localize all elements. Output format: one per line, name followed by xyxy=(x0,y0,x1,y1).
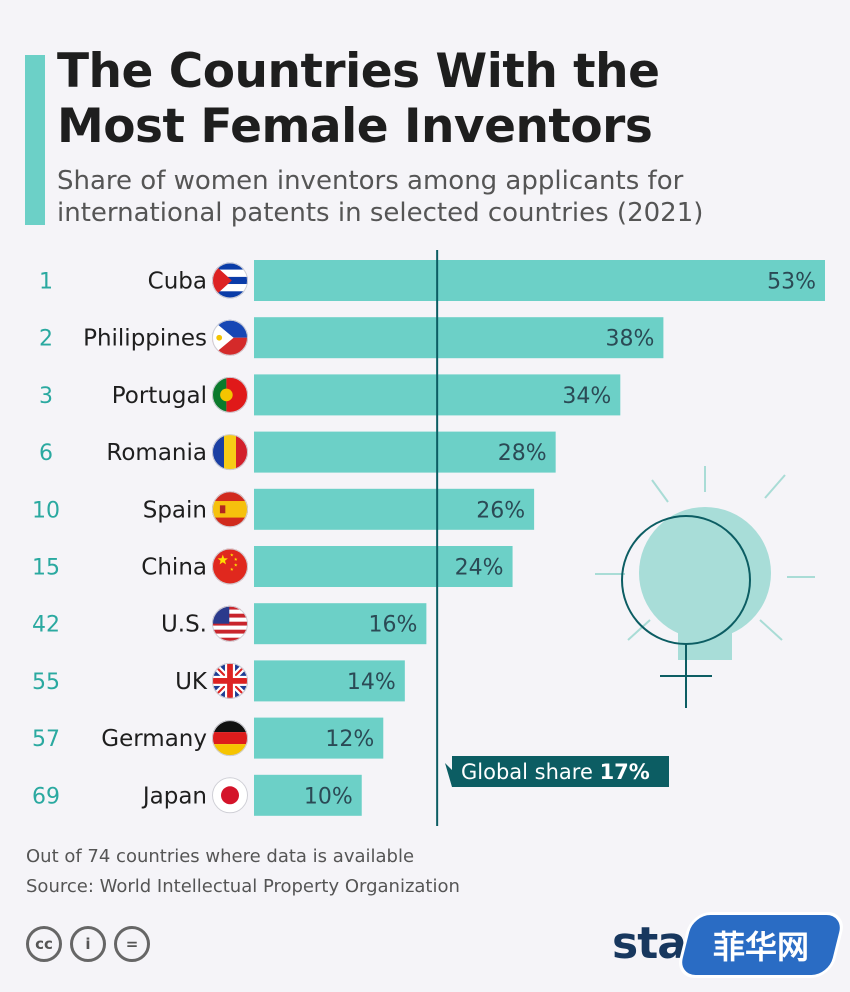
flag-cuba-icon xyxy=(212,262,248,299)
rank-label: 10 xyxy=(32,498,60,523)
bar xyxy=(254,717,384,759)
value-label: 26% xyxy=(476,498,525,523)
bar-row: 10 Spain 26% xyxy=(32,488,535,530)
global-share-label: Global share 17% xyxy=(445,756,669,787)
watermark-text: 菲华网 xyxy=(712,928,809,966)
value-label: 38% xyxy=(605,327,654,352)
value-label: 12% xyxy=(325,727,374,752)
bar-row: 1 Cuba 53% xyxy=(39,260,825,301)
footer-note: Out of 74 countries where data is availa… xyxy=(26,846,415,867)
flag-us-icon xyxy=(212,605,248,642)
category-label: Germany xyxy=(101,726,207,752)
category-label: Cuba xyxy=(148,269,207,295)
bar-row: 69 Japan 10% xyxy=(32,774,362,816)
value-label: 28% xyxy=(498,441,547,466)
rank-label: 57 xyxy=(32,727,60,752)
category-label: Japan xyxy=(141,783,207,809)
attribution-icon[interactable]: i xyxy=(70,926,106,962)
value-label: 14% xyxy=(347,670,396,695)
rank-label: 42 xyxy=(32,613,60,638)
bar xyxy=(254,260,825,301)
license-icons: cc i = xyxy=(26,926,150,962)
flag-spain-icon xyxy=(212,491,248,528)
category-label: Spain xyxy=(143,497,207,523)
category-label: China xyxy=(141,555,207,581)
rank-label: 6 xyxy=(39,441,53,466)
bar-row: 42 U.S. 16% xyxy=(32,603,427,645)
rank-label: 2 xyxy=(39,327,53,352)
rank-label: 15 xyxy=(32,556,60,581)
chart-subtitle: Share of women inventors among applicant… xyxy=(57,166,704,228)
chart-title: The Countries With the Most Female Inven… xyxy=(57,44,660,154)
global-share-text: Global share 17% xyxy=(461,760,650,784)
rank-label: 3 xyxy=(39,384,53,409)
flag-romania-icon xyxy=(212,434,248,471)
watermark-badge: 菲华网 xyxy=(674,912,848,978)
flag-china-icon xyxy=(212,548,248,585)
value-label: 53% xyxy=(767,270,816,295)
rank-label: 1 xyxy=(39,270,53,295)
flag-portugal-icon xyxy=(212,376,248,413)
value-label: 16% xyxy=(368,613,417,638)
bar xyxy=(254,488,535,530)
bar xyxy=(254,431,556,473)
bar xyxy=(254,603,427,645)
bar-row: 6 Romania 28% xyxy=(39,431,556,473)
title-accent-bar xyxy=(25,55,45,225)
flag-uk-icon xyxy=(212,662,248,699)
category-label: Romania xyxy=(106,440,207,466)
category-label: Philippines xyxy=(83,326,207,352)
flag-philippines-icon xyxy=(212,319,248,356)
bar xyxy=(254,546,513,587)
category-label: UK xyxy=(175,669,208,695)
no-derivatives-icon[interactable]: = xyxy=(114,926,150,962)
bar xyxy=(254,774,362,816)
value-label: 10% xyxy=(304,784,353,809)
source-note: Source: World Intellectual Property Orga… xyxy=(26,876,460,897)
value-label: 34% xyxy=(562,384,611,409)
rank-label: 69 xyxy=(32,784,60,809)
bar-row: 15 China 24% xyxy=(32,546,513,587)
bar xyxy=(254,660,405,702)
value-label: 24% xyxy=(455,556,504,581)
category-label: Portugal xyxy=(112,383,207,409)
bar-row: 57 Germany 12% xyxy=(32,717,384,759)
bar-row: 55 UK 14% xyxy=(32,660,405,702)
bar xyxy=(254,317,664,359)
category-label: U.S. xyxy=(161,612,207,638)
bar-row: 3 Portugal 34% xyxy=(39,374,621,416)
bar-row: 2 Philippines 38% xyxy=(39,317,664,359)
creative-commons-icon[interactable]: cc xyxy=(26,926,62,962)
lightbulb-illustration xyxy=(595,466,815,708)
rank-label: 55 xyxy=(32,670,60,695)
flag-germany-icon xyxy=(212,720,248,757)
flag-japan-icon xyxy=(212,777,248,814)
